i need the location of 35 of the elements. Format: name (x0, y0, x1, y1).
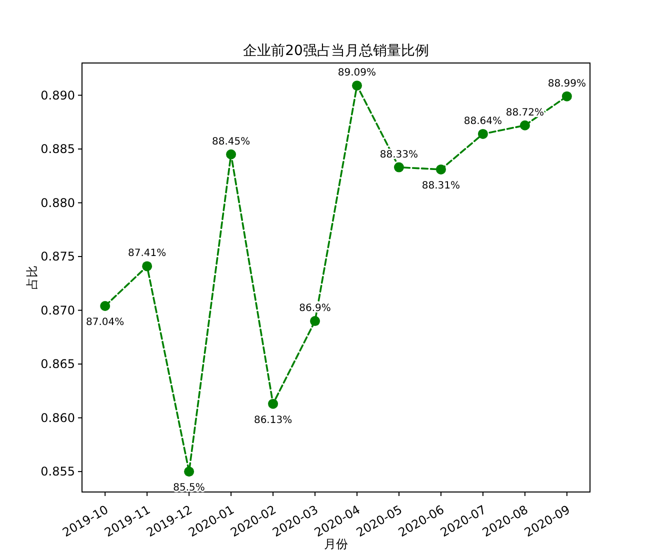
y-tick-label: 0.860 (40, 410, 75, 425)
data-label: 88.72% (506, 107, 544, 118)
y-tick-label: 0.880 (40, 196, 75, 210)
data-label: 88.64% (464, 116, 502, 127)
y-axis-title: 占比 (25, 266, 39, 290)
point (268, 398, 278, 409)
point (352, 80, 362, 91)
point (100, 300, 110, 311)
y-tick-label: 0.865 (40, 357, 75, 372)
data-label: 88.99% (548, 78, 586, 90)
point (310, 316, 320, 326)
y-tick-label: 0.855 (40, 464, 75, 479)
data-label: 88.45% (212, 136, 250, 148)
y-tick-label: 0.890 (40, 88, 75, 102)
data-label: 87.41% (128, 248, 166, 260)
data-label: 87.04% (86, 316, 124, 328)
data-label: 88.33% (380, 149, 418, 160)
point (520, 120, 530, 130)
data-label: 86.9% (299, 303, 331, 314)
y-tick-label: 0.885 (40, 142, 75, 156)
data-label: 85.5% (173, 482, 205, 494)
point (184, 466, 194, 477)
data-label: 89.09% (338, 68, 376, 79)
point (226, 149, 236, 160)
y-tick-label: 0.870 (40, 303, 75, 318)
chart-title: 企业前20强占当月总销量比例 (243, 43, 429, 59)
point (562, 91, 572, 102)
point (142, 261, 152, 272)
point (436, 164, 446, 174)
point (394, 162, 404, 172)
point (478, 128, 488, 139)
x-axis-title: 月份 (324, 537, 348, 551)
data-label: 88.31% (422, 180, 460, 192)
data-label: 86.13% (254, 414, 292, 426)
y-tick-label: 0.875 (40, 250, 75, 264)
